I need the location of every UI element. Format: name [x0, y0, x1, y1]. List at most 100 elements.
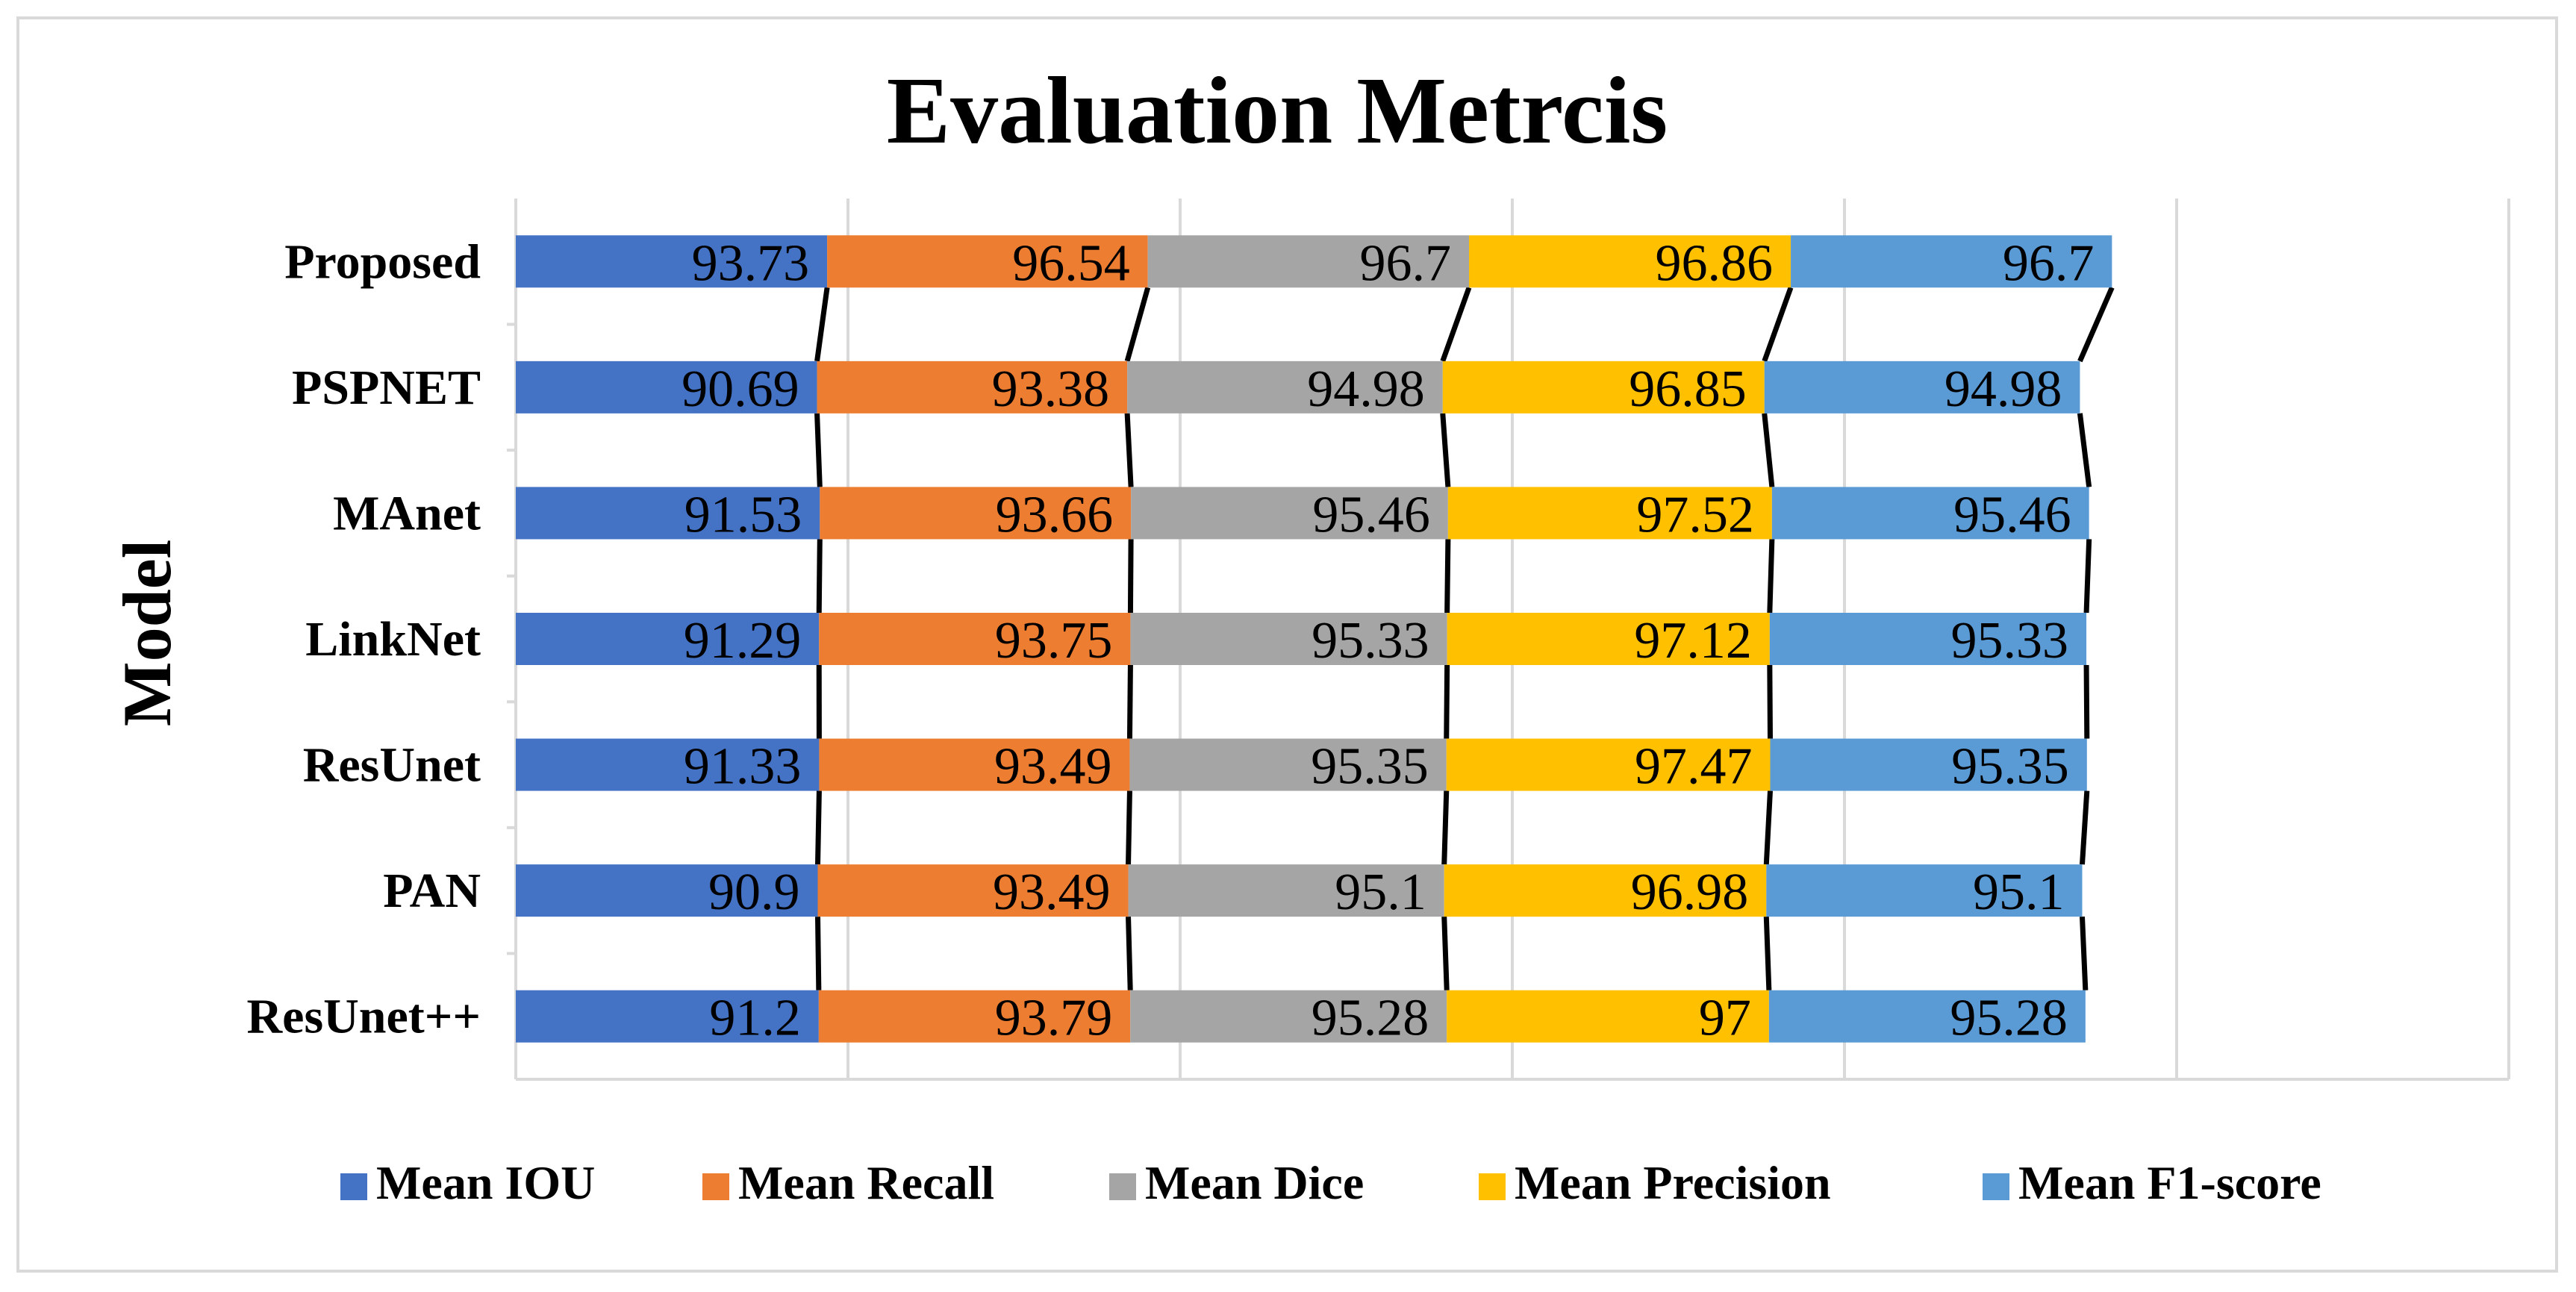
bar-resunet-mean-recall [818, 990, 1131, 1043]
series-line [1126, 664, 1133, 739]
data-label: 91.53 [684, 486, 802, 543]
data-label: 95.28 [1950, 990, 2068, 1047]
bar-resunet-mean-f1-score [1770, 738, 2087, 791]
data-label: 95.33 [1312, 612, 1429, 670]
category-label-proposed: Proposed [284, 234, 481, 289]
legend-swatch-mean-recall [702, 1173, 729, 1200]
bar-resunet-mean-dice [1129, 738, 1447, 791]
bar-pan-mean-precision [1444, 864, 1767, 917]
series-line [1441, 917, 1450, 990]
bar-resunet-mean-dice [1130, 990, 1447, 1043]
series-line [1762, 413, 1775, 487]
legend-label-mean-recall: Mean Recall [738, 1156, 994, 1209]
bar-pspnet-mean-dice [1127, 361, 1443, 413]
series-line [1124, 413, 1134, 487]
data-label: 93.38 [992, 361, 1110, 418]
legend: Mean IOU Mean Recall Mean Dice Mean Precisi… [340, 1156, 2321, 1209]
data-label: 97.12 [1634, 612, 1752, 670]
data-label: 96.98 [1631, 864, 1749, 921]
series-line [1762, 287, 1794, 363]
bar-pan-mean-dice [1128, 864, 1444, 917]
series-line [1767, 664, 1773, 739]
series-line [2079, 790, 2090, 865]
category-label-manet: MAnet [333, 486, 481, 540]
legend-label-mean-f1-score: Mean F1-score [2018, 1156, 2321, 1209]
series-line [1763, 790, 1773, 865]
series-line [2077, 286, 2115, 363]
data-label: 93.73 [692, 234, 810, 292]
bar-manet-mean-recall [820, 487, 1132, 540]
data-labels: 93.73 96.54 96.7 96.86 96.7 90.69 93.38 94.98 96… [682, 234, 2094, 1046]
data-label: 93.79 [995, 990, 1113, 1047]
data-label: 96.54 [1012, 234, 1130, 292]
data-label: 95.1 [1973, 864, 2065, 921]
data-label: 91.29 [684, 612, 802, 670]
series-line [2083, 539, 2092, 614]
bar-linknet-mean-precision [1447, 613, 1770, 665]
bar-linknet-mean-dice [1130, 613, 1447, 665]
bar-proposed-mean-dice [1147, 235, 1470, 288]
series-line [2077, 413, 2092, 487]
bar-linknet-mean-iou [516, 613, 820, 665]
series-line [814, 287, 830, 362]
bar-proposed-mean-precision [1469, 235, 1791, 288]
data-label: 94.98 [1307, 361, 1425, 418]
data-label: 94.98 [1945, 361, 2062, 418]
series-line [815, 790, 822, 865]
series-line [2079, 916, 2089, 990]
series-line [814, 413, 823, 487]
legend-swatch-mean-dice [1109, 1173, 1136, 1200]
bars [516, 235, 2112, 1043]
data-label: 95.46 [1312, 486, 1430, 543]
bar-proposed-mean-f1-score [1791, 235, 2112, 288]
bar-manet-mean-iou [516, 487, 820, 540]
data-label: 97 [1699, 990, 1751, 1047]
data-label: 96.7 [1360, 234, 1452, 292]
bar-proposed-mean-recall [827, 235, 1148, 288]
data-label: 91.2 [709, 990, 801, 1047]
series-line [1444, 539, 1451, 614]
series-lines [814, 286, 2115, 990]
category-label-pan: PAN [383, 864, 481, 918]
bar-resunet-mean-recall [819, 738, 1130, 791]
series-line [1440, 413, 1451, 487]
series-line [2083, 664, 2090, 739]
data-label: 93.49 [993, 864, 1111, 921]
series-line [1126, 917, 1133, 990]
bar-resunet-mean-precision [1447, 990, 1769, 1043]
bar-pspnet-mean-recall [817, 361, 1128, 413]
bar-manet-mean-dice [1131, 487, 1448, 540]
legend-label-mean-dice: Mean Dice [1145, 1156, 1364, 1209]
series-line [816, 539, 823, 614]
bar-pan-mean-f1-score [1766, 864, 2083, 917]
series-line [1441, 790, 1450, 865]
data-label: 97.52 [1636, 486, 1754, 543]
bar-manet-mean-f1-score [1771, 487, 2089, 540]
category-label-pspnet: PSPNET [292, 361, 481, 415]
bar-resunet-mean-iou [516, 738, 820, 791]
category-label-resunet: ResUnet [303, 738, 481, 793]
bar-resunet-mean-precision [1446, 738, 1771, 791]
series-line [1767, 539, 1775, 614]
data-label: 96.85 [1629, 361, 1747, 418]
series-line [1440, 287, 1472, 363]
data-label: 95.35 [1311, 738, 1429, 796]
data-label: 97.47 [1635, 738, 1753, 796]
legend-label-mean-precision: Mean Precision [1515, 1156, 1831, 1209]
data-label: 93.66 [996, 486, 1114, 543]
legend-label-mean-iou: Mean IOU [376, 1156, 595, 1209]
chart-frame: Evaluation Metrcis Model 93.73 96.54 96.7 9… [16, 16, 2558, 1273]
bar-pan-mean-recall [817, 864, 1129, 917]
bar-pspnet-mean-iou [516, 361, 817, 413]
data-label: 96.86 [1656, 234, 1774, 292]
data-label: 95.33 [1951, 612, 2069, 670]
bar-pspnet-mean-f1-score [1764, 361, 2080, 413]
data-label: 95.35 [1951, 738, 2069, 796]
data-label: 96.7 [2003, 234, 2095, 292]
legend-swatch-mean-precision [1479, 1173, 1506, 1200]
category-label-resunet: ResUnet++ [247, 990, 481, 1044]
data-label: 95.28 [1312, 990, 1429, 1047]
legend-swatch-mean-f1-score [1983, 1173, 2009, 1200]
bar-pspnet-mean-precision [1442, 361, 1765, 413]
legend-swatch-mean-iou [340, 1173, 367, 1200]
